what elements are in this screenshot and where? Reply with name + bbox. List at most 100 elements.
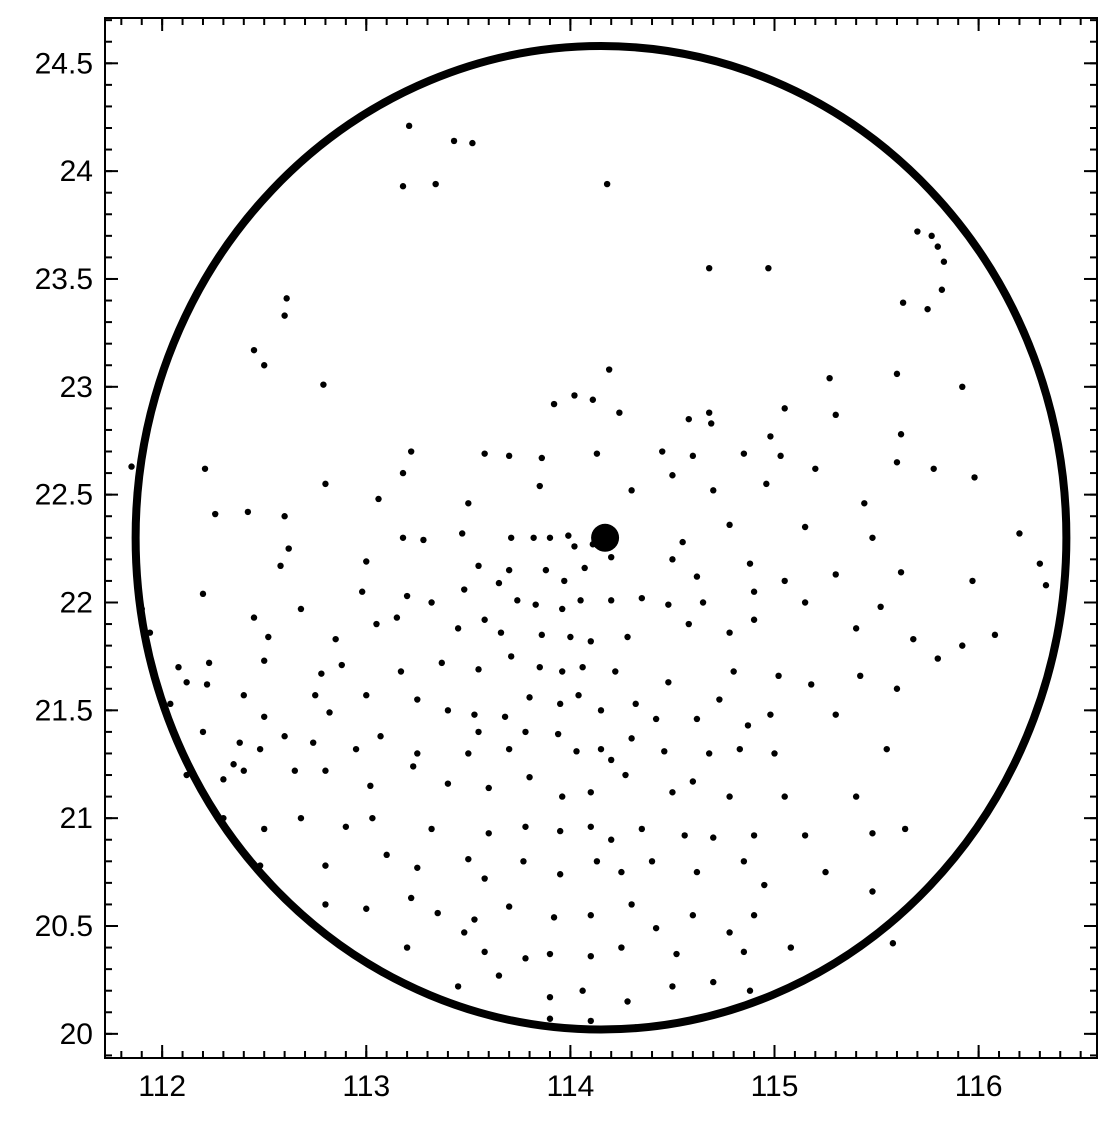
data-point [618, 944, 624, 950]
data-point [608, 597, 614, 603]
data-point [322, 862, 328, 868]
y-tick-label: 20.5 [35, 910, 93, 943]
data-point [539, 455, 545, 461]
data-point [1016, 530, 1022, 536]
data-point [577, 597, 583, 603]
data-point [277, 563, 283, 569]
data-point [469, 140, 475, 146]
data-point [894, 459, 900, 465]
data-point [775, 673, 781, 679]
data-point [681, 832, 687, 838]
data-point [935, 655, 941, 661]
data-point [322, 481, 328, 487]
data-point [241, 692, 247, 698]
data-point [332, 636, 338, 642]
data-point [628, 487, 634, 493]
data-point [257, 746, 263, 752]
data-point [147, 629, 153, 635]
data-point [439, 660, 445, 666]
data-point [557, 828, 563, 834]
data-point [498, 629, 504, 635]
data-point [726, 522, 732, 528]
data-point [486, 830, 492, 836]
data-point [410, 763, 416, 769]
data-point [594, 450, 600, 456]
data-point [726, 629, 732, 635]
data-point [604, 181, 610, 187]
x-tick-label: 116 [955, 1070, 1003, 1103]
data-point [432, 181, 438, 187]
data-point [741, 858, 747, 864]
data-point [251, 614, 257, 620]
data-point [561, 578, 567, 584]
data-point [894, 686, 900, 692]
data-point [706, 409, 712, 415]
data-point [557, 701, 563, 707]
data-point [261, 362, 267, 368]
data-point [900, 299, 906, 305]
data-point [471, 916, 477, 922]
data-point [690, 912, 696, 918]
data-point [363, 558, 369, 564]
data-point [898, 431, 904, 437]
data-point [710, 487, 716, 493]
data-point [632, 1024, 638, 1030]
data-point [598, 746, 604, 752]
data-point [555, 731, 561, 737]
data-point [547, 994, 553, 1000]
data-point [716, 696, 722, 702]
data-point [661, 748, 667, 754]
data-point [547, 535, 553, 541]
data-point [522, 729, 528, 735]
data-point [414, 865, 420, 871]
data-point [406, 123, 412, 129]
data-point [694, 869, 700, 875]
data-point [730, 668, 736, 674]
data-point [931, 466, 937, 472]
data-point [241, 768, 247, 774]
data-point [618, 869, 624, 875]
data-point [747, 988, 753, 994]
y-tick-label: 23 [60, 371, 93, 404]
data-point [506, 453, 512, 459]
data-point [398, 668, 404, 674]
data-point [898, 569, 904, 575]
data-point [939, 287, 945, 293]
data-point [959, 384, 965, 390]
data-point [606, 366, 612, 372]
data-point [383, 852, 389, 858]
data-point [581, 565, 587, 571]
data-point [869, 535, 875, 541]
data-point [183, 772, 189, 778]
data-point [710, 834, 716, 840]
data-point [547, 1016, 553, 1022]
chart-background [0, 0, 1117, 1125]
x-tick-label: 115 [751, 1070, 799, 1103]
data-point [526, 694, 532, 700]
data-point [571, 392, 577, 398]
data-point [669, 556, 675, 562]
data-point [884, 746, 890, 752]
data-point [777, 453, 783, 459]
data-point [496, 580, 502, 586]
data-point [261, 714, 267, 720]
data-point [751, 912, 757, 918]
data-point [547, 951, 553, 957]
data-point [420, 537, 426, 543]
data-point [414, 750, 420, 756]
data-point [257, 862, 263, 868]
data-point [751, 832, 757, 838]
data-point [481, 949, 487, 955]
data-point [741, 450, 747, 456]
data-point [1037, 560, 1043, 566]
data-point [579, 664, 585, 670]
y-tick-label: 21.5 [35, 694, 93, 727]
data-point [312, 692, 318, 698]
data-point [212, 511, 218, 517]
data-point [612, 668, 618, 674]
data-point [404, 593, 410, 599]
data-point [543, 567, 549, 573]
data-point [741, 949, 747, 955]
data-point [281, 733, 287, 739]
data-point [992, 632, 998, 638]
